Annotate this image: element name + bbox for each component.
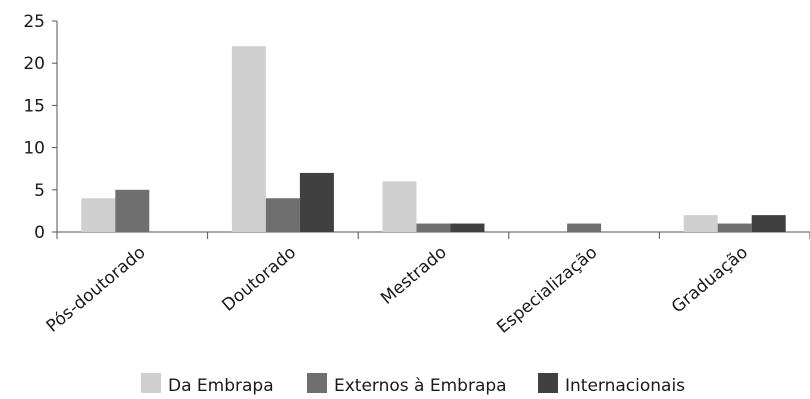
bar bbox=[450, 223, 485, 232]
bar bbox=[231, 46, 266, 232]
legend-swatch bbox=[307, 373, 327, 393]
legend-swatch bbox=[141, 373, 161, 393]
y-tick-label: 15 bbox=[23, 96, 45, 116]
bar bbox=[567, 223, 602, 232]
x-axis: Pós-doutorado Doutorado Mestrado Especializ… bbox=[43, 231, 810, 338]
x-category-label: Pós-doutorado bbox=[43, 243, 150, 337]
bar bbox=[265, 198, 300, 232]
legend-label: Externos à Embrapa bbox=[334, 376, 507, 396]
legend: Da Embrapa Externos à Embrapa Internaciona… bbox=[141, 373, 685, 396]
x-category-label: Mestrado bbox=[377, 243, 451, 309]
bar bbox=[751, 215, 786, 232]
y-tick-label: 10 bbox=[23, 139, 45, 159]
y-tick-label: 0 bbox=[34, 223, 45, 243]
bars bbox=[81, 46, 786, 232]
y-tick-label: 25 bbox=[23, 12, 45, 32]
legend-swatch bbox=[538, 373, 558, 393]
y-tick-label: 20 bbox=[23, 54, 45, 74]
bar bbox=[81, 198, 116, 232]
bar bbox=[299, 172, 334, 232]
legend-label: Internacionais bbox=[565, 376, 685, 396]
bar bbox=[382, 181, 417, 232]
y-tick-label: 5 bbox=[34, 181, 45, 201]
bar bbox=[115, 189, 150, 232]
bar bbox=[683, 215, 718, 232]
x-category-label: Doutorado bbox=[218, 243, 300, 316]
y-axis: 0 5 10 15 20 25 bbox=[23, 12, 58, 243]
bar bbox=[717, 223, 752, 232]
x-category-label: Graduação bbox=[668, 243, 752, 318]
legend-label: Da Embrapa bbox=[168, 376, 274, 396]
x-category-label: Especialização bbox=[493, 243, 601, 338]
bar bbox=[416, 223, 451, 232]
